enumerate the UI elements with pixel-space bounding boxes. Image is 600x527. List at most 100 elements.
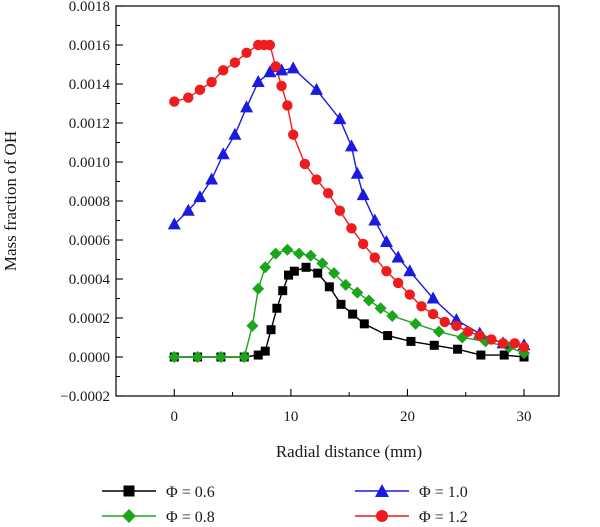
data-point [253, 350, 263, 360]
legend-label-phi-0-8: Φ = 0.8 [166, 509, 215, 526]
data-point [241, 47, 252, 58]
data-point [301, 262, 311, 272]
data-point [266, 325, 276, 335]
data-point [286, 61, 300, 74]
y-tick-label: 0.0012 [69, 116, 110, 132]
y-tick-label: 0.0004 [69, 272, 111, 288]
data-point [336, 299, 346, 309]
data-point [275, 63, 289, 76]
x-tick-label: 30 [517, 409, 532, 425]
y-tick-label: 0.0006 [69, 233, 111, 249]
legend-item-phi-0-6: Φ = 0.6 [102, 484, 215, 501]
data-point [346, 223, 357, 234]
y-tick-label: 0.0014 [69, 77, 111, 93]
data-point [350, 166, 364, 179]
data-point [386, 310, 399, 323]
data-point [282, 100, 293, 111]
data-point [289, 266, 299, 276]
data-point [183, 92, 194, 103]
legend-marker-phi-1-0 [375, 484, 389, 497]
legend-item-phi-1-0: Φ = 1.0 [355, 484, 468, 501]
x-axis-title: Radial distance (mm) [276, 442, 422, 461]
data-point [191, 351, 204, 363]
data-point [169, 96, 180, 107]
x-tick-label: 20 [400, 409, 415, 425]
data-point [426, 291, 440, 304]
data-point [238, 351, 251, 363]
data-point [497, 338, 509, 349]
data-point [362, 294, 375, 307]
y-tick-label: 0.0010 [69, 155, 110, 171]
axes: −0.0002 0.0000 0.0002 0.0004 0.0006 0.0008 0.0… [60, 0, 531, 425]
y-tick-label: −0.0002 [60, 389, 110, 405]
legend-label-phi-1-2: Φ = 1.2 [419, 509, 468, 526]
data-point [369, 252, 381, 263]
data-point [324, 282, 334, 292]
data-point [383, 331, 393, 341]
data-point [167, 217, 181, 230]
data-point [229, 57, 241, 68]
legend-marker-phi-1-2 [376, 510, 388, 522]
data-point [276, 80, 287, 92]
data-point [416, 301, 427, 312]
data-point [252, 282, 265, 295]
data-point [392, 277, 404, 289]
data-point [194, 84, 206, 96]
data-point [486, 334, 497, 345]
data-point [264, 39, 276, 51]
data-point [168, 351, 181, 363]
legend-item-phi-0-8: Φ = 0.8 [102, 509, 215, 526]
data-point [359, 319, 369, 329]
series-line-1 [174, 249, 525, 358]
data-point [260, 346, 270, 356]
x-tick-label: 0 [171, 409, 179, 425]
data-point [193, 190, 207, 203]
data-point [218, 65, 229, 76]
data-point [269, 247, 282, 260]
data-point [429, 340, 439, 350]
data-point [374, 302, 387, 315]
data-point [322, 188, 334, 199]
data-point [351, 286, 364, 299]
data-point [344, 139, 358, 152]
data-point [246, 319, 259, 332]
data-point [427, 308, 439, 320]
data-point [311, 174, 322, 185]
data-point [251, 75, 265, 88]
y-tick-label: 0.0002 [69, 311, 110, 327]
data-point [316, 257, 329, 270]
data-point [304, 249, 317, 262]
data-point [348, 309, 358, 319]
data-point [299, 158, 311, 170]
data-point [476, 350, 486, 360]
data-point [391, 250, 405, 263]
data-point [474, 330, 485, 341]
data-point [205, 172, 219, 185]
data-point [404, 289, 415, 300]
data-point [259, 261, 272, 274]
data-point [451, 320, 462, 331]
data-point [339, 278, 352, 291]
data-point [409, 317, 422, 330]
data-point [278, 286, 288, 296]
data-point [499, 350, 509, 360]
data-point [288, 129, 299, 140]
data-point [334, 205, 346, 216]
y-tick-label: 0.0018 [69, 0, 110, 15]
series-line-3 [174, 44, 525, 348]
data-point [216, 147, 230, 160]
data-point [356, 188, 370, 201]
data-point [357, 238, 369, 250]
legend: Φ = 0.6 Φ = 0.8 Φ = 1.0 Φ = 1.2 [102, 484, 468, 526]
data-point [214, 351, 227, 363]
data-point [181, 203, 195, 216]
data-point [272, 303, 282, 313]
y-axis-title: Mass fraction of OH [1, 131, 20, 271]
legend-marker-phi-0-8 [122, 509, 136, 523]
data-point [509, 338, 520, 349]
data-point [333, 112, 347, 125]
legend-label-phi-1-0: Φ = 1.0 [419, 484, 468, 501]
data-point [313, 268, 323, 278]
data-point [453, 344, 463, 354]
